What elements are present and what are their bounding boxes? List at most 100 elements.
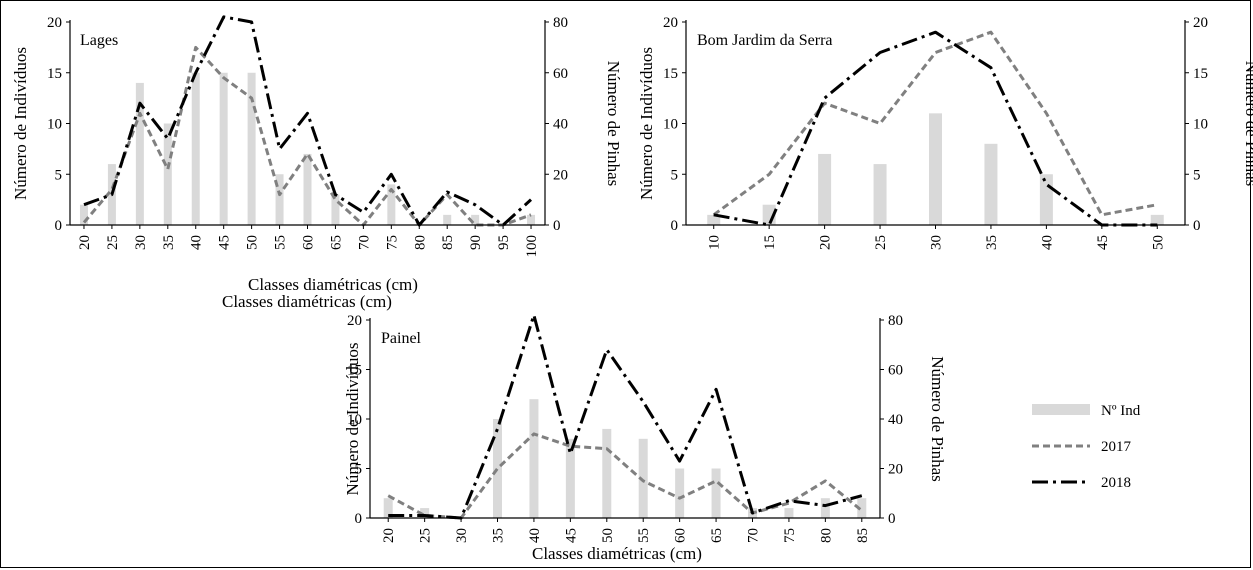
bar-25	[420, 508, 430, 518]
y2-tick-label: 20	[888, 462, 903, 478]
y-tick-label: 15	[47, 66, 62, 82]
bar-80	[820, 498, 830, 518]
x-tick-label: 45	[1095, 235, 1111, 250]
x-axis-title: Classes diamétricas (cm)	[222, 292, 392, 311]
bar-30	[135, 82, 144, 226]
series-line-2017	[82, 45, 532, 227]
legend-swatch-bar	[1032, 404, 1090, 415]
x-tick-label: 40	[1039, 235, 1055, 250]
y-tick-label: 5	[55, 167, 63, 183]
y2-tick-label: 20	[553, 167, 568, 183]
x-tick-label: 30	[929, 235, 945, 250]
y2-axis-title: Número de Pinhas	[1242, 61, 1253, 187]
x-tick-label: 40	[527, 528, 543, 543]
x-axis-title: Classes diamétricas (cm)	[532, 544, 702, 563]
y2-tick-label: 10	[1193, 117, 1208, 133]
series-line-2018	[83, 15, 533, 227]
series-line-2018	[388, 313, 863, 520]
y2-tick-label: 0	[888, 511, 896, 527]
x-tick-label: 95	[496, 235, 512, 250]
bar-65	[331, 194, 340, 225]
y-tick-label: 0	[671, 218, 679, 234]
bar-20	[818, 153, 832, 225]
x-tick-label: 20	[818, 235, 834, 250]
y-axis-title: Número de Indivíduos	[637, 47, 656, 200]
y2-tick-label: 5	[1193, 167, 1201, 183]
x-tick-label: 55	[636, 528, 652, 543]
x-tick-label: 70	[746, 528, 762, 543]
x-tick-label: 25	[105, 235, 121, 250]
x-tick-label: 75	[782, 528, 798, 543]
y-tick-label: 5	[355, 462, 363, 478]
x-tick-label: 85	[440, 235, 456, 250]
y-tick-label: 0	[55, 218, 63, 234]
bar-55	[638, 438, 648, 518]
bar-75	[387, 184, 396, 225]
x-tick-label: 60	[301, 235, 317, 250]
chart-panel-bom-jardim-da-serra: 0 5 10 15 20 0 5 10 15 20 10 15 20 25 30 35 40 45 50 Bom Ja…	[248, 15, 1253, 294]
x-tick-label: 30	[133, 235, 149, 250]
bar-25	[873, 164, 887, 225]
x-tick-label: 15	[762, 235, 778, 250]
bar-65	[711, 468, 721, 518]
panel-title: Bom Jardim da Serra	[697, 32, 833, 49]
x-tick-label: 45	[217, 235, 233, 250]
x-tick-label: 10	[707, 235, 723, 250]
bar-30	[929, 113, 942, 225]
x-tick-label: 40	[189, 235, 205, 250]
x-tick-label: 45	[563, 528, 579, 543]
x-tick-label: 70	[356, 235, 372, 250]
legend-label: 2018	[1101, 475, 1131, 491]
y2-tick-label: 20	[1193, 15, 1208, 31]
x-tick-label: 80	[818, 528, 834, 543]
series-line-2018	[713, 30, 1158, 227]
x-tick-label: 75	[384, 235, 400, 250]
y-tick-label: 15	[663, 66, 678, 82]
bar-85	[857, 498, 867, 518]
y-tick-label: 15	[347, 363, 362, 379]
bar-50	[247, 72, 256, 225]
x-tick-label: 35	[491, 528, 507, 543]
series-line-2017	[712, 30, 1158, 217]
x-tick-label: 60	[673, 528, 689, 543]
y2-axis-title: Número de Pinhas	[604, 61, 623, 187]
bar-35	[984, 143, 998, 225]
y-tick-label: 10	[347, 412, 362, 428]
bar-55	[275, 174, 284, 225]
bar-40	[1039, 174, 1053, 225]
x-tick-label: 50	[245, 235, 261, 250]
y2-tick-label: 0	[1193, 218, 1201, 234]
legend-label: 2017	[1101, 439, 1132, 455]
bar-75	[784, 508, 794, 518]
y-tick-label: 5	[671, 167, 679, 183]
y-tick-label: 20	[347, 313, 362, 329]
x-tick-label: 90	[468, 235, 484, 250]
y-tick-label: 20	[47, 15, 62, 31]
chart-panel-lages: 0 5 10 15 20 0 20 40 60 80 20 25 30 35 40 45 50 55 60 65 70 7…	[11, 15, 623, 311]
bar-100	[527, 214, 536, 225]
bar-40	[529, 399, 539, 518]
x-tick-label: 20	[77, 235, 93, 250]
y-axis-title: Número de Indivíduos	[343, 343, 362, 496]
y-tick-label: 20	[663, 15, 678, 31]
y-tick-label: 10	[47, 117, 62, 133]
y2-tick-label: 80	[888, 313, 903, 329]
panel-title: Painel	[381, 330, 422, 347]
bar-50	[602, 428, 612, 518]
bar-20	[79, 204, 88, 225]
x-tick-label: 50	[1150, 235, 1166, 250]
y2-axis-title: Número de Pinhas	[928, 356, 947, 482]
panel-title: Lages	[80, 32, 118, 49]
bar-50	[1150, 214, 1164, 225]
y2-tick-label: 80	[553, 15, 568, 31]
x-tick-label: 50	[600, 528, 616, 543]
bar-60	[675, 468, 685, 518]
bar-10	[707, 214, 721, 225]
series-line-2017	[387, 432, 863, 520]
bar-45	[565, 438, 575, 518]
x-tick-label: 80	[412, 235, 428, 250]
bar-35	[493, 419, 502, 518]
x-tick-label: 35	[161, 235, 177, 250]
